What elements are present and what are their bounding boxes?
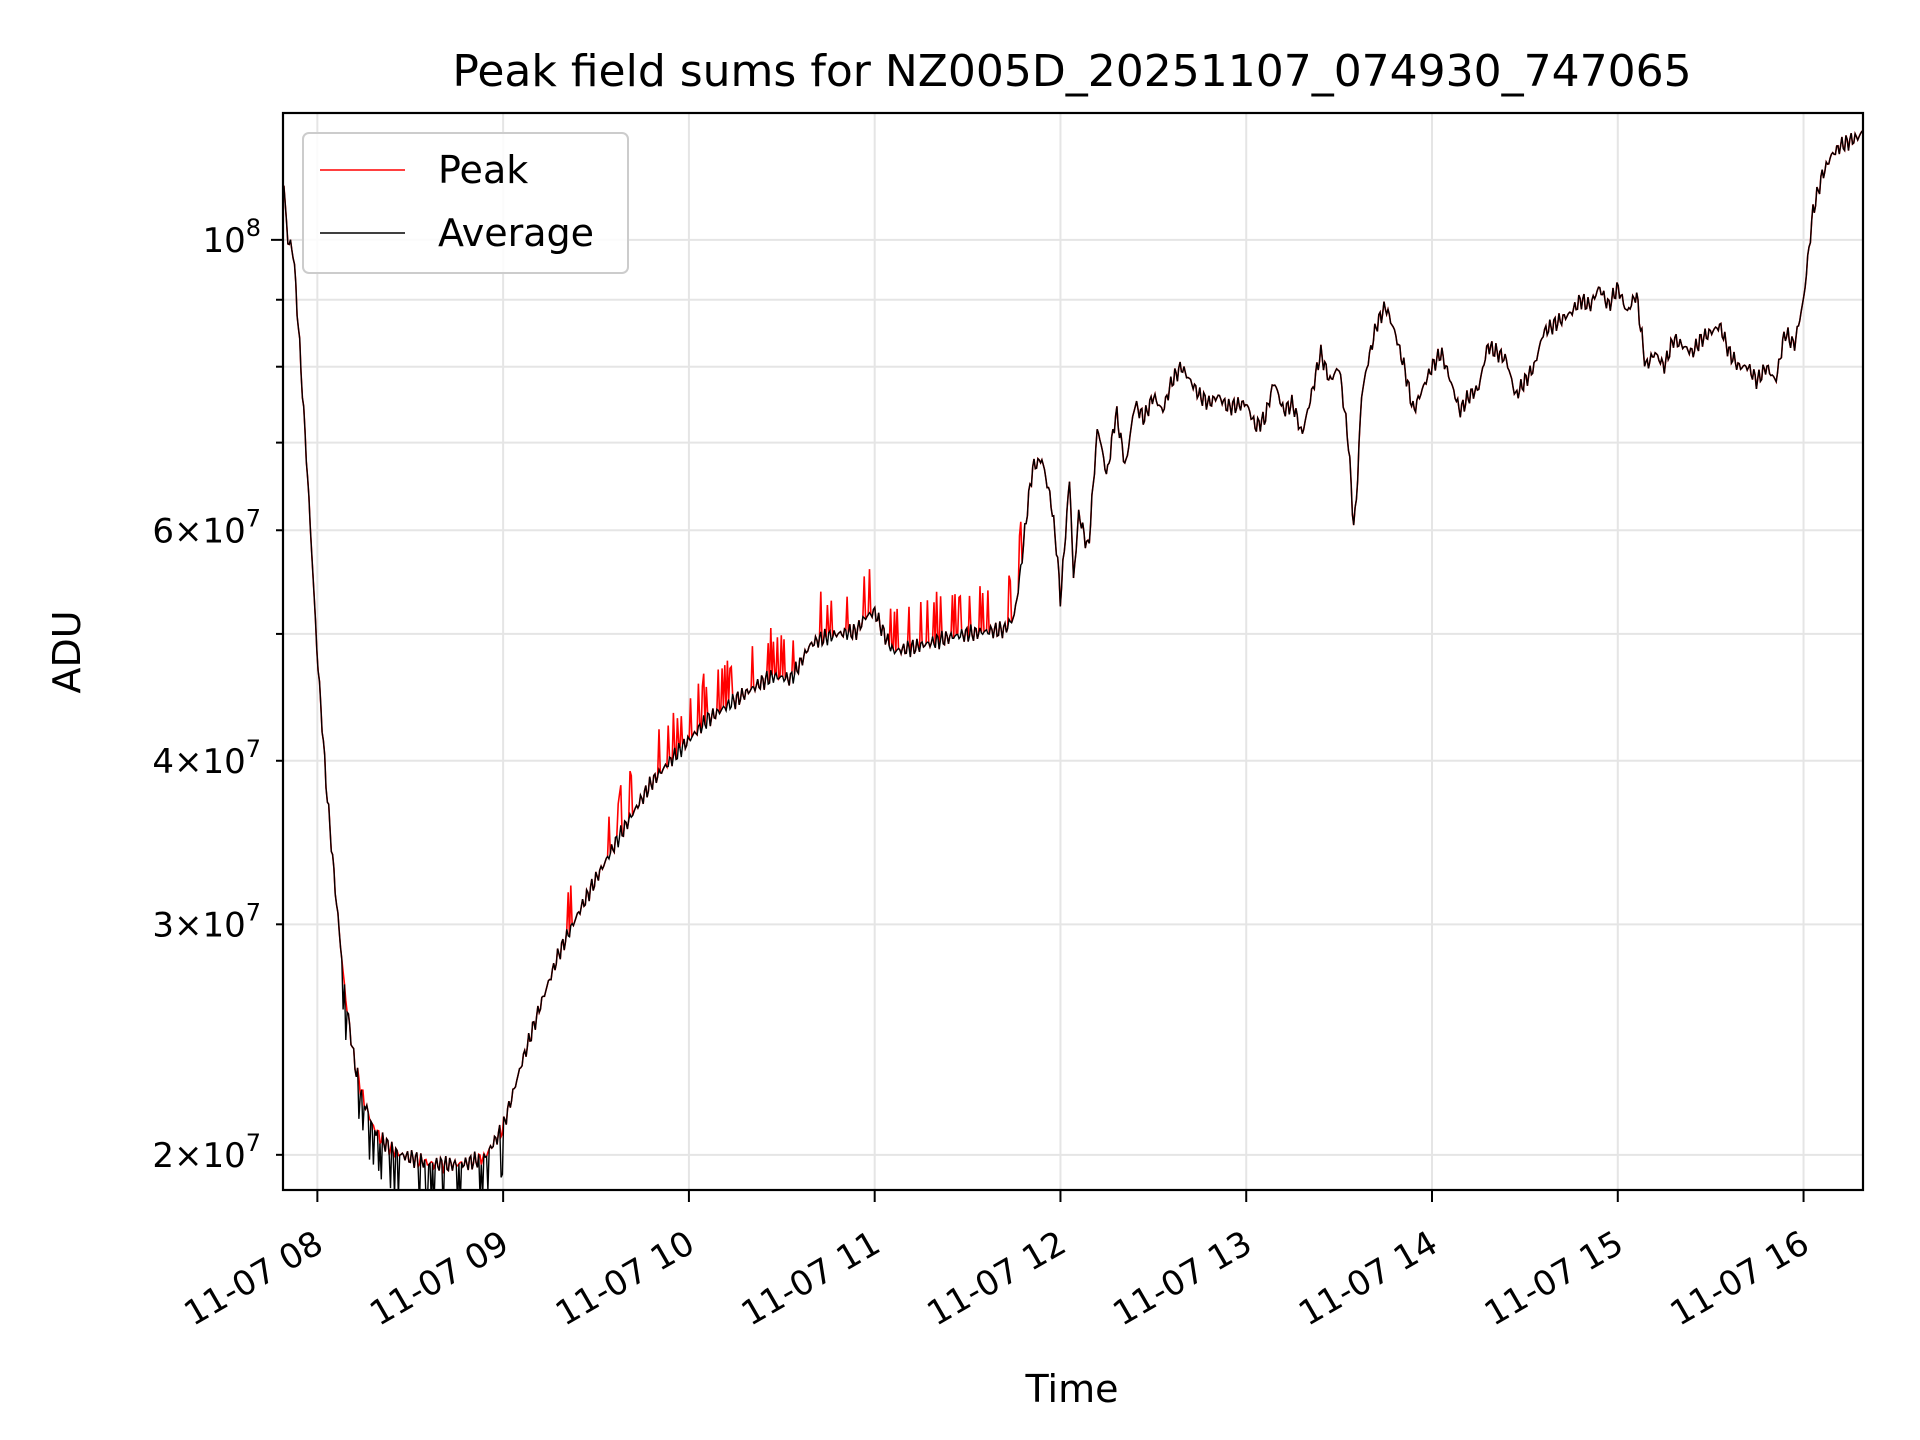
legend: Peak Average bbox=[302, 132, 629, 274]
y-tick-label: 6×107 bbox=[152, 504, 261, 551]
legend-box bbox=[302, 132, 629, 274]
y-tick-label: 2×107 bbox=[152, 1129, 261, 1176]
y-tick-label: 3×107 bbox=[152, 898, 261, 945]
chart-title: Peak field sums for NZ005D_20251107_0749… bbox=[452, 46, 1691, 97]
y-tick-label: 108 bbox=[202, 214, 261, 261]
series-line-average bbox=[283, 130, 1863, 1190]
legend-label-average: Average bbox=[438, 211, 594, 255]
y-axis: 108 2×107 3×107 4×107 6×107 bbox=[152, 214, 283, 1176]
grid-lines bbox=[283, 113, 1863, 1190]
plot-frame bbox=[281, 111, 1865, 1192]
x-axis-label: Time bbox=[1025, 1367, 1119, 1411]
plot-series bbox=[283, 130, 1863, 1190]
y-tick-label: 4×107 bbox=[152, 735, 261, 782]
y-axis-label: ADU bbox=[45, 610, 89, 693]
legend-label-peak: Peak bbox=[438, 148, 528, 192]
